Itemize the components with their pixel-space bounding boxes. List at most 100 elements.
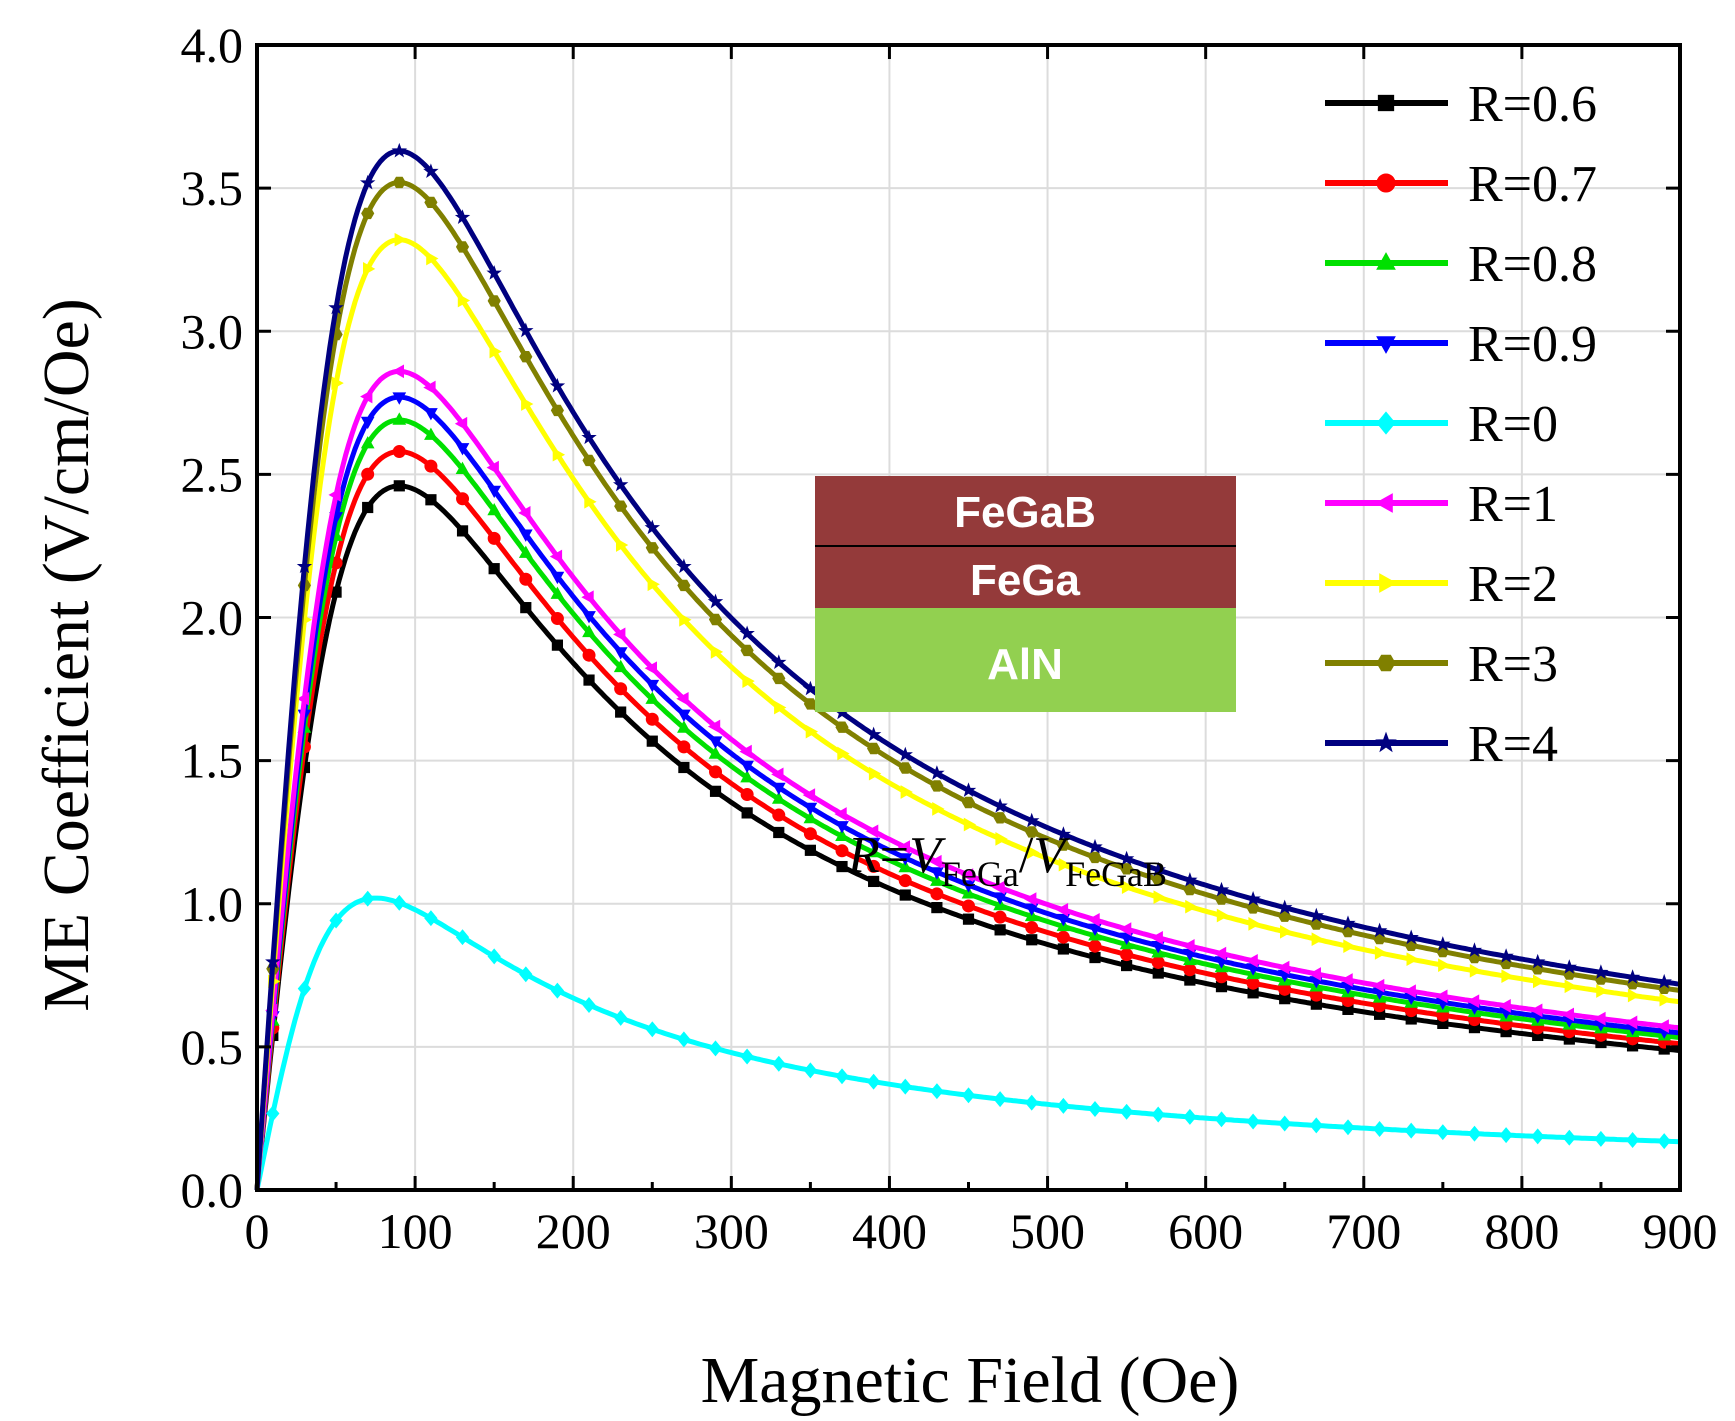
formula-sub-fega: FeGa [941,854,1019,894]
data-point [582,648,596,662]
data-point [1151,1106,1165,1123]
data-point [1404,1122,1418,1139]
data-point [487,531,501,545]
legend-item: R=0 [1325,396,1558,453]
data-point [834,807,847,821]
legend-marker [1376,654,1396,672]
data-point [898,762,912,774]
data-point [518,529,533,542]
data-point [1057,943,1069,955]
data-point [708,736,723,749]
data-point [552,447,566,462]
data-point [1624,1015,1638,1030]
data-point [486,265,502,280]
y-tick-label: 0.5 [181,1019,244,1075]
data-point [835,844,849,858]
data-point [582,611,596,624]
data-point [1088,923,1102,936]
data-point [583,674,595,686]
data-point [1280,924,1293,939]
data-point [1561,1007,1574,1022]
data-point [1341,925,1355,938]
data-point [929,765,945,780]
data-point [1121,880,1135,894]
data-point [803,810,818,824]
data-point [614,682,628,696]
data-point [1182,872,1198,887]
data-point [487,948,501,965]
data-point [1627,988,1641,1003]
data-point [1403,929,1419,945]
data-point [707,719,721,734]
data-point [1596,984,1609,998]
data-point [1564,979,1577,994]
data-point [1308,907,1325,923]
y-tick-label: 3.5 [181,160,244,216]
data-point [1245,891,1261,906]
data-point [612,476,629,492]
data-point [1087,912,1100,927]
x-tick-label: 100 [378,1203,453,1259]
data-point [867,859,881,873]
data-point [551,639,564,651]
data-point [645,691,660,704]
data-point [709,765,723,779]
data-point [1501,969,1514,984]
series-line [254,895,1681,1191]
series-R=2 [254,232,1681,1191]
legend-marker [1376,173,1396,193]
data-point [486,460,499,475]
data-point [1024,892,1037,906]
data-point [550,586,565,599]
data-point [1025,826,1039,838]
data-point [932,802,945,816]
data-point [929,854,942,869]
data-point [1529,953,1546,969]
legend-item: R=1 [1325,476,1558,533]
legend-item: R=3 [1325,636,1558,693]
inset-layer-fegab [815,476,1236,546]
legend-marker [1376,336,1396,354]
data-point [1119,1103,1134,1120]
data-point [521,397,534,411]
data-point [739,744,752,759]
data-point [360,416,375,430]
data-point [774,700,787,715]
legend-label: R=4 [1468,716,1558,773]
data-point [803,827,817,841]
data-point [1498,948,1514,963]
series-markers [266,890,1671,1150]
data-point [550,612,564,626]
data-point [518,545,533,558]
data-point [742,674,755,688]
data-point [549,377,566,393]
series-R=0.7 [254,444,1681,1191]
formula-slash: / [1019,827,1034,884]
data-point [645,542,659,554]
y-tick-label: 1.5 [181,733,244,789]
data-point [582,997,596,1013]
data-point [960,782,977,797]
data-point [1278,1115,1292,1132]
data-point [1056,930,1070,944]
data-point [392,894,406,911]
data-point [677,720,691,733]
data-point [962,899,975,913]
data-point [992,880,1005,895]
data-point [1435,936,1451,951]
data-point [1657,1133,1671,1150]
data-point [423,380,436,395]
data-point [518,506,531,520]
data-point [1183,963,1197,977]
data-point [866,844,881,858]
data-point [835,721,849,733]
data-point [771,654,787,669]
data-point [865,726,882,742]
y-tick-label: 2.5 [181,446,244,502]
legend-marker [1375,493,1393,513]
data-point [1121,959,1133,972]
legend-marker [1379,573,1397,593]
data-point [455,461,470,474]
data-point [961,880,976,893]
data-point [961,1087,976,1104]
